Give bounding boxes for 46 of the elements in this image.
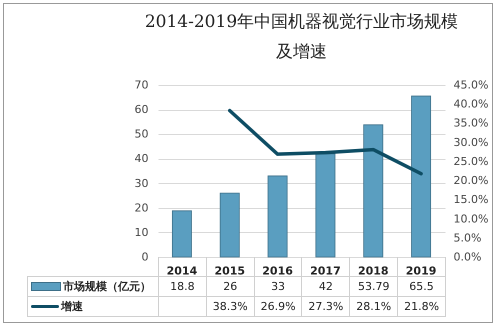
text: 及增速 <box>276 42 327 62</box>
y2-tick-label: 10.0% <box>454 212 488 226</box>
text: 2014-2019年中国机器视觉行业市场规模 <box>144 12 458 32</box>
x-tick-label: 2017 <box>310 264 341 278</box>
y2-tick-label: 45.0% <box>454 78 488 92</box>
data-label: 26.9% <box>254 296 302 316</box>
data-label: 33 <box>254 276 302 296</box>
y-tick-label: 40 <box>134 152 148 166</box>
x-tick-label: 2015 <box>214 264 246 278</box>
bar <box>315 153 336 258</box>
x-tick-label: 2018 <box>358 264 389 278</box>
y2-tick-label: 30.0% <box>454 136 488 149</box>
data-label: 21.8% <box>398 296 446 316</box>
y2-tick-label: 20.0% <box>454 174 488 188</box>
bar <box>411 96 432 258</box>
y-tick-label: 60 <box>134 103 148 116</box>
data-label: 38.3% <box>206 296 254 316</box>
legend-label: 增速 <box>28 296 158 316</box>
data-label: 27.3% <box>302 296 350 316</box>
line-series <box>228 108 423 176</box>
bar <box>268 176 288 258</box>
x-tick-label: 2019 <box>406 264 436 278</box>
x-tick-label: 2014 <box>166 264 198 278</box>
bar <box>363 124 384 258</box>
y-tick-label: 20 <box>134 201 148 214</box>
data-label: 42 <box>302 276 350 296</box>
y2-tick-label: 35.0% <box>454 116 488 130</box>
bar <box>172 210 192 258</box>
data-label: 26 <box>206 276 254 296</box>
y2-tick-label: 0.0% <box>454 250 482 264</box>
y2-tick-label: 15.0% <box>454 193 488 206</box>
y-tick-label: 0 <box>142 250 148 264</box>
data-label: 65.5 <box>398 276 446 296</box>
y-tick-label: 10 <box>134 226 148 239</box>
x-tick-label: 2016 <box>262 264 294 278</box>
data-label: 18.8 <box>158 276 206 296</box>
data-label: 53.79 <box>350 276 398 296</box>
y-tick-label: 70 <box>134 78 148 92</box>
legend-label: 市场规模（亿元） <box>28 276 158 296</box>
y-tick-label: 30 <box>134 176 148 190</box>
y2-tick-label: 25.0% <box>454 154 488 168</box>
y2-tick-label: 40.0% <box>454 98 488 111</box>
data-label: 28.1% <box>350 296 398 316</box>
bar <box>220 192 240 258</box>
y-tick-label: 50 <box>134 128 148 141</box>
y2-tick-label: 5.0% <box>454 231 482 244</box>
